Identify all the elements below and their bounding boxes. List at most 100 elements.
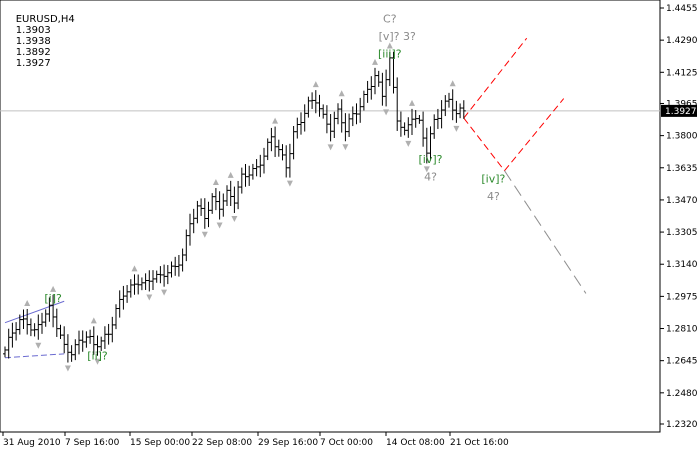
price-tick-label-2: 1.4125	[666, 68, 698, 78]
ohlc-bar-78	[291, 125, 296, 160]
price-tick-label-10: 1.2810	[666, 325, 698, 335]
ohlc-bar-122	[454, 100, 459, 123]
time-tick-label-4: 29 Sep 16:00	[258, 438, 318, 448]
ohlc-bar-90	[336, 103, 340, 125]
fractal-down-92	[342, 144, 349, 151]
wave-label-2: C?	[383, 13, 397, 26]
ohlc-bar-36	[136, 274, 141, 295]
ohlc-bar-22	[84, 331, 89, 348]
ohlc-bar-44	[165, 265, 170, 285]
fractal-up-6	[24, 299, 31, 306]
ohlc-bar-93	[347, 113, 352, 137]
ohlc-bar-16	[62, 326, 67, 354]
ohlc-bar-112	[417, 115, 422, 124]
ohlc-bar-81	[302, 104, 307, 132]
fractal-up-100	[372, 58, 378, 65]
ohlc-bar-62	[232, 186, 237, 213]
fractal-down-103	[383, 109, 390, 116]
ohlc-bar-66	[247, 165, 252, 186]
fractal-up-24	[90, 317, 97, 324]
ohlc-bar-108	[402, 122, 407, 136]
ohlc-bar-49	[184, 229, 189, 262]
ohlc-bar-68	[254, 159, 259, 177]
projection-line-2	[504, 98, 565, 172]
ohlc-bar-3	[14, 322, 19, 341]
ohlc-bar-106	[395, 77, 400, 131]
ohlc-bar-0	[3, 346, 7, 358]
fractal-down-77	[286, 180, 293, 187]
ohlc-bar-85	[317, 94, 322, 117]
ohlc-bars	[3, 51, 466, 363]
ohlc-bar-82	[306, 96, 311, 118]
ohlc-bar-89	[332, 111, 337, 138]
price-tick-label-11: 1.2645	[666, 357, 698, 367]
ohlc-bar-6	[25, 308, 30, 335]
ohlc-bar-4	[17, 314, 22, 335]
ohlc-bar-110	[410, 108, 414, 136]
ohlc-bar-23	[88, 329, 93, 344]
wave-label-7: [iv]?	[481, 172, 505, 185]
ohlc-bar-79	[295, 117, 300, 139]
time-tick-label-1: 7 Sep 16:00	[65, 438, 120, 448]
plot-frame	[0, 0, 661, 433]
ohlc-bar-42	[158, 266, 163, 284]
wave-label-4: [iii]?	[378, 48, 402, 61]
fractal-markers	[24, 42, 460, 372]
ohlc-bar-60	[225, 185, 229, 206]
ohlc-bar-38	[143, 273, 148, 290]
price-tick-label-0: 1.4455	[666, 4, 698, 14]
fractal-down-58	[216, 222, 223, 229]
fractal-down-43	[161, 289, 168, 296]
ohlc-bar-72	[269, 127, 274, 152]
ohlc-bar-120	[447, 92, 451, 108]
fractal-up-57	[212, 179, 219, 186]
time-tick-label-7: 21 Oct 16:00	[450, 438, 509, 448]
ohlc-bar-76	[284, 145, 289, 178]
ohlc-bar-55	[206, 201, 211, 228]
ohlc-bar-1	[6, 328, 11, 359]
ohlc-bar-104	[387, 51, 392, 87]
price-axis: 1.4455 1.4290 1.4125 1.3965 1.3800 1.3635 1.34…	[660, 4, 698, 430]
fractal-up-91	[338, 90, 345, 97]
ohlc-bar-35	[132, 274, 137, 295]
ohlc-bar-34	[128, 279, 133, 298]
ohlc-bar-25	[95, 335, 100, 356]
projection-line-4	[4, 300, 65, 324]
symbol-name: EURUSD,H4	[15, 14, 75, 25]
wave-label-6: 4?	[424, 170, 437, 183]
ohlc-bar-96	[358, 97, 363, 123]
wave-label-3: [v]? 3?	[379, 30, 416, 43]
fractal-down-54	[201, 231, 208, 238]
ohlc-bar-98	[365, 80, 370, 103]
ohlc-bar-69	[258, 154, 263, 178]
high-value: 1.3938	[15, 36, 51, 47]
fractal-down-122	[453, 125, 460, 132]
ohlc-bar-114	[424, 127, 429, 164]
ohlc-bar-37	[139, 277, 144, 291]
ohlc-bar-11	[43, 309, 48, 327]
ohlc-bar-74	[276, 139, 281, 157]
ohlc-bar-30	[114, 304, 118, 330]
ohlc-bar-50	[188, 213, 192, 246]
ohlc-bar-64	[239, 167, 244, 194]
price-tick-label-13: 1.2320	[666, 420, 698, 430]
fractal-down-109	[405, 140, 412, 147]
ohlc-bar-33	[125, 285, 130, 303]
projection-line-5	[4, 353, 65, 359]
ohlc-bar-10	[40, 312, 44, 334]
ohlc-bar-54	[202, 198, 207, 229]
ohlc-bar-94	[350, 106, 355, 127]
ohlc-bar-41	[154, 270, 159, 283]
ohlc-bar-40	[151, 270, 155, 291]
ohlc-bar-5	[21, 309, 26, 330]
close-value: 1.3927	[15, 58, 51, 69]
ohlc-bar-70	[262, 147, 266, 174]
ohlc-bar-124	[461, 100, 466, 119]
ohlc-bar-118	[439, 100, 444, 129]
ohlc-bar-31	[117, 290, 122, 318]
ohlc-bar-9	[36, 314, 41, 340]
ohlc-bar-102	[380, 72, 385, 106]
ohlc-bar-77	[287, 143, 292, 178]
